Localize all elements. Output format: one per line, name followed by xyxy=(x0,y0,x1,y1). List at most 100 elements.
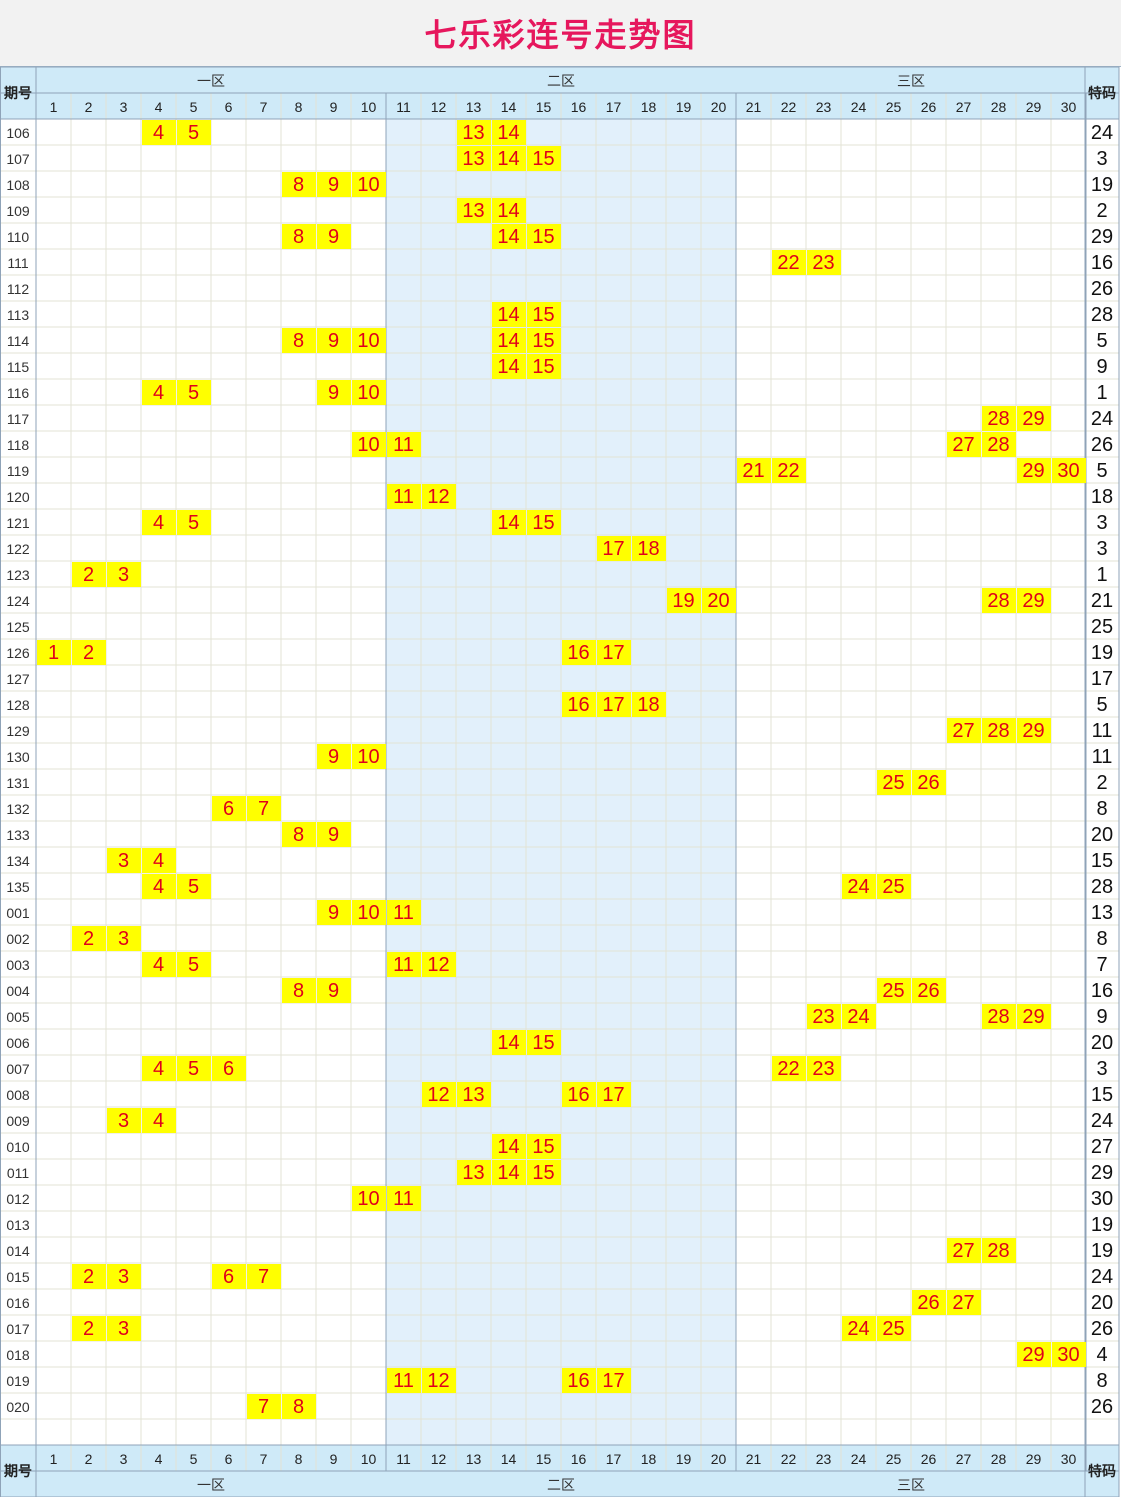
highlight-number: 16 xyxy=(567,642,589,664)
issue-label: 019 xyxy=(6,1373,30,1389)
highlight-number: 1 xyxy=(48,642,59,664)
highlight-cell xyxy=(142,848,176,873)
column-header: 22 xyxy=(781,99,797,115)
highlight-cell xyxy=(667,588,701,613)
highlight-cell xyxy=(492,1030,526,1055)
special-number: 1 xyxy=(1096,382,1107,404)
highlight-cell xyxy=(317,224,351,249)
special-number: 3 xyxy=(1096,1058,1107,1080)
highlight-cell xyxy=(632,536,666,561)
column-footer: 15 xyxy=(536,1451,552,1467)
highlight-cell xyxy=(1017,406,1051,431)
highlight-number: 4 xyxy=(153,1110,164,1132)
highlight-cell xyxy=(982,1238,1016,1263)
highlight-cell xyxy=(247,1394,281,1419)
special-number: 24 xyxy=(1091,122,1113,144)
highlight-number: 9 xyxy=(328,746,339,768)
highlight-number: 2 xyxy=(83,1266,94,1288)
column-header: 11 xyxy=(396,99,411,115)
column-header: 21 xyxy=(746,99,762,115)
highlight-number: 28 xyxy=(987,1006,1009,1028)
highlight-cell xyxy=(457,146,491,171)
column-footer: 4 xyxy=(155,1451,163,1467)
issue-label: 134 xyxy=(6,853,30,869)
highlight-cell xyxy=(492,198,526,223)
highlight-number: 22 xyxy=(777,460,799,482)
highlight-number: 17 xyxy=(602,694,624,716)
highlight-cell xyxy=(1017,1004,1051,1029)
column-header: 5 xyxy=(190,99,198,115)
highlight-cell xyxy=(947,1290,981,1315)
highlight-cell xyxy=(107,562,141,587)
highlight-number: 15 xyxy=(532,226,554,248)
highlight-cell xyxy=(212,1056,246,1081)
column-header: 14 xyxy=(501,99,517,115)
issue-label: 114 xyxy=(7,333,30,349)
highlight-cell xyxy=(947,718,981,743)
highlight-number: 28 xyxy=(987,720,1009,742)
special-number: 8 xyxy=(1096,928,1107,950)
highlight-cell xyxy=(492,146,526,171)
special-number: 26 xyxy=(1091,1396,1113,1418)
highlight-cell xyxy=(352,328,386,353)
zone-label: 二区 xyxy=(547,73,575,89)
highlight-cell xyxy=(877,874,911,899)
highlight-cell xyxy=(877,1316,911,1341)
highlight-cell xyxy=(72,926,106,951)
highlight-number: 11 xyxy=(393,902,414,924)
column-header: 2 xyxy=(85,99,93,115)
highlight-cell xyxy=(492,224,526,249)
special-footer-label: 特码 xyxy=(1088,1463,1116,1479)
special-number: 21 xyxy=(1091,590,1113,612)
special-number: 9 xyxy=(1096,1006,1107,1028)
highlight-cell xyxy=(982,1004,1016,1029)
highlight-cell xyxy=(562,1368,596,1393)
highlight-cell xyxy=(492,328,526,353)
highlight-number: 16 xyxy=(567,694,589,716)
column-header: 8 xyxy=(295,99,303,115)
highlight-cell xyxy=(177,874,211,899)
zone-label: 一区 xyxy=(197,1477,225,1493)
highlight-number: 14 xyxy=(497,356,519,378)
highlight-cell xyxy=(107,1264,141,1289)
issue-label: 122 xyxy=(6,541,30,557)
column-footer: 25 xyxy=(886,1451,902,1467)
highlight-cell xyxy=(597,536,631,561)
highlight-number: 9 xyxy=(328,174,339,196)
highlight-cell xyxy=(107,926,141,951)
issue-label: 125 xyxy=(6,619,30,635)
highlight-number: 3 xyxy=(118,1266,129,1288)
special-number: 19 xyxy=(1091,174,1113,196)
highlight-number: 10 xyxy=(357,382,379,404)
column-header: 9 xyxy=(330,99,338,115)
highlight-number: 3 xyxy=(118,1318,129,1340)
highlight-cell xyxy=(317,822,351,847)
issue-label: 006 xyxy=(6,1035,30,1051)
issue-label: 124 xyxy=(6,593,30,609)
issue-label: 020 xyxy=(6,1399,30,1415)
issue-label: 003 xyxy=(6,957,30,973)
highlight-number: 10 xyxy=(357,330,379,352)
special-number: 26 xyxy=(1091,434,1113,456)
highlight-cell xyxy=(702,588,736,613)
issue-label: 117 xyxy=(7,411,30,427)
issue-label: 018 xyxy=(6,1347,30,1363)
highlight-cell xyxy=(142,120,176,145)
column-footer: 16 xyxy=(571,1451,587,1467)
highlight-number: 22 xyxy=(777,1058,799,1080)
special-number: 20 xyxy=(1091,824,1113,846)
special-number: 29 xyxy=(1091,1162,1113,1184)
highlight-cell xyxy=(142,1056,176,1081)
issue-label: 129 xyxy=(6,723,30,739)
highlight-number: 24 xyxy=(847,1006,869,1028)
highlight-cell xyxy=(37,640,71,665)
highlight-number: 25 xyxy=(882,772,904,794)
highlight-cell xyxy=(527,328,561,353)
issue-label: 135 xyxy=(6,879,30,895)
issue-label: 116 xyxy=(7,385,30,401)
highlight-number: 14 xyxy=(497,330,519,352)
highlight-number: 15 xyxy=(532,1032,554,1054)
highlight-cell xyxy=(527,224,561,249)
highlight-cell xyxy=(842,1316,876,1341)
special-number: 27 xyxy=(1091,1136,1113,1158)
